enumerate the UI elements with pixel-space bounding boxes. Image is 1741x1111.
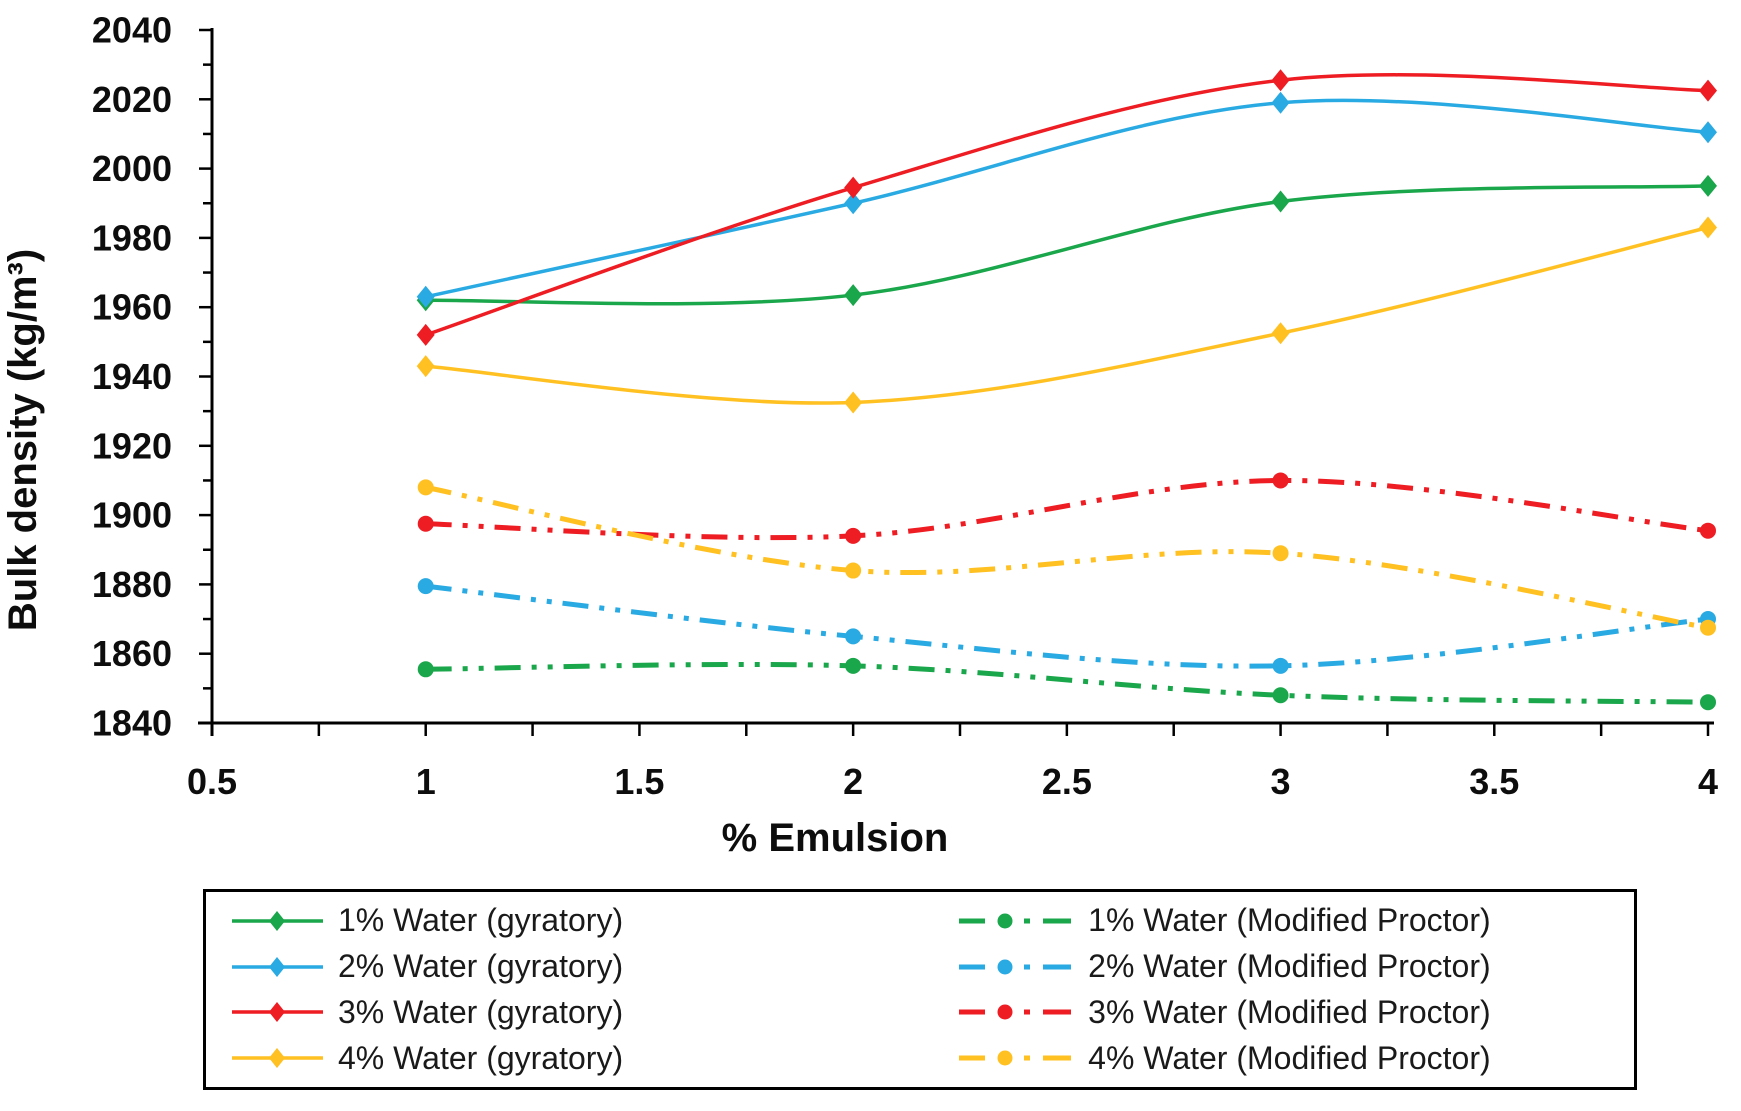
data-point-marker xyxy=(844,391,863,414)
y-tick-label: 2020 xyxy=(92,79,172,120)
data-point-marker xyxy=(1272,657,1289,674)
legend-item-label: 2% Water (gyratory) xyxy=(338,948,624,985)
data-point-marker xyxy=(1699,121,1717,144)
legend-item-label: 1% Water (gyratory) xyxy=(338,902,624,939)
legend-item-label: 3% Water (Modified Proctor) xyxy=(1088,993,1491,1030)
data-point-marker xyxy=(845,628,862,645)
legend-item: 2% Water (gyratory) xyxy=(230,945,877,989)
x-tick-label: 3 xyxy=(1271,761,1291,802)
data-point-marker xyxy=(845,657,862,674)
data-point-marker xyxy=(1699,174,1717,197)
legend-solid-line-swatch xyxy=(232,1048,323,1069)
series-line-gyratory-1 xyxy=(425,184,1709,306)
legend-item: 2% Water (Modified Proctor) xyxy=(957,945,1634,989)
series-lines xyxy=(416,69,1717,711)
legend-dashdot-line-swatch xyxy=(959,913,1072,929)
y-tick-label: 1840 xyxy=(92,703,172,744)
data-point-marker xyxy=(844,176,863,199)
x-tick-label: 2.5 xyxy=(1042,761,1092,802)
data-point-marker xyxy=(1271,91,1290,114)
x-axis-title: % Emulsion xyxy=(722,816,949,860)
legend-item: 1% Water (Modified Proctor) xyxy=(957,899,1634,943)
data-point-marker xyxy=(417,515,434,532)
legend-column-modified-proctor: 1% Water (Modified Proctor) 2% Water (Mod… xyxy=(877,892,1634,1087)
legend-item: 3% Water (Modified Proctor) xyxy=(957,990,1634,1034)
series-line-modified-proctor-1 xyxy=(425,661,1709,705)
data-point-marker xyxy=(1272,687,1289,704)
x-tick-label: 2 xyxy=(843,761,863,802)
legend-solid-line-swatch xyxy=(232,910,323,931)
x-tick-label: 0.5 xyxy=(187,761,237,802)
legend-dashdot-line-swatch xyxy=(959,959,1072,975)
y-axis-title: Bulk density (kg/m³) xyxy=(1,249,45,631)
data-point-marker xyxy=(845,527,862,544)
x-tick-label: 4 xyxy=(1698,761,1718,802)
legend: 1% Water (gyratory) 2% Water (gyratory) 3%… xyxy=(203,889,1637,1090)
data-point-marker xyxy=(845,562,862,579)
data-point-marker xyxy=(1699,216,1717,239)
legend-item-label: 2% Water (Modified Proctor) xyxy=(1088,948,1491,985)
legend-item: 4% Water (gyratory) xyxy=(230,1036,877,1080)
data-point-marker xyxy=(1699,79,1717,102)
series-line-modified-proctor-2 xyxy=(425,583,1709,669)
data-point-marker xyxy=(417,661,434,678)
series-line-gyratory-3 xyxy=(425,73,1709,337)
y-tick-label: 1900 xyxy=(92,495,172,536)
series-line-modified-proctor-4 xyxy=(425,484,1709,631)
y-tick-label: 1980 xyxy=(92,217,172,258)
legend-dashdot-line-swatch xyxy=(959,1050,1072,1066)
legend-dashdot-line-swatch xyxy=(959,1004,1072,1020)
data-point-marker xyxy=(1271,322,1290,345)
legend-solid-line-swatch xyxy=(232,1002,323,1023)
data-point-marker xyxy=(417,578,434,595)
series-line-gyratory-4 xyxy=(425,225,1709,405)
data-point-marker xyxy=(1700,619,1716,636)
data-point-marker xyxy=(417,479,434,496)
legend-item: 4% Water (Modified Proctor) xyxy=(957,1036,1634,1080)
x-tick-label: 1 xyxy=(416,761,436,802)
legend-item: 3% Water (gyratory) xyxy=(230,990,877,1034)
data-point-marker xyxy=(1271,69,1290,92)
data-point-marker xyxy=(416,355,435,378)
x-tick-label: 3.5 xyxy=(1469,761,1519,802)
series-line-modified-proctor-3 xyxy=(425,477,1709,541)
data-point-marker xyxy=(1272,472,1289,489)
y-tick-label: 1920 xyxy=(92,425,172,466)
data-point-marker xyxy=(1700,694,1716,711)
legend-column-gyratory: 1% Water (gyratory) 2% Water (gyratory) 3%… xyxy=(206,892,877,1087)
legend-item-label: 3% Water (gyratory) xyxy=(338,993,624,1030)
data-point-marker xyxy=(416,323,435,346)
y-tick-label: 2040 xyxy=(92,10,172,51)
y-tick-label: 1860 xyxy=(92,633,172,674)
data-point-marker xyxy=(844,192,863,215)
y-tick-label: 1880 xyxy=(92,564,172,605)
y-tick-label: 1940 xyxy=(92,356,172,397)
legend-item-label: 4% Water (gyratory) xyxy=(338,1039,624,1076)
y-tick-label: 1960 xyxy=(92,287,172,328)
legend-solid-line-swatch xyxy=(232,956,323,977)
y-tick-label: 2000 xyxy=(92,148,172,189)
x-tick-label: 1.5 xyxy=(614,761,664,802)
legend-item-label: 4% Water (Modified Proctor) xyxy=(1088,1039,1491,1076)
data-point-marker xyxy=(416,285,435,308)
axes: 1840 1860 1880 1900 1920 1940 1960 1980 2000 2020… xyxy=(92,10,1718,803)
data-point-marker xyxy=(1271,190,1290,213)
data-point-marker xyxy=(1700,522,1716,539)
legend-item: 1% Water (gyratory) xyxy=(230,899,877,943)
series-line-gyratory-2 xyxy=(425,98,1709,299)
data-point-marker xyxy=(1272,545,1289,562)
data-point-marker xyxy=(844,284,863,307)
legend-item-label: 1% Water (Modified Proctor) xyxy=(1088,902,1491,939)
